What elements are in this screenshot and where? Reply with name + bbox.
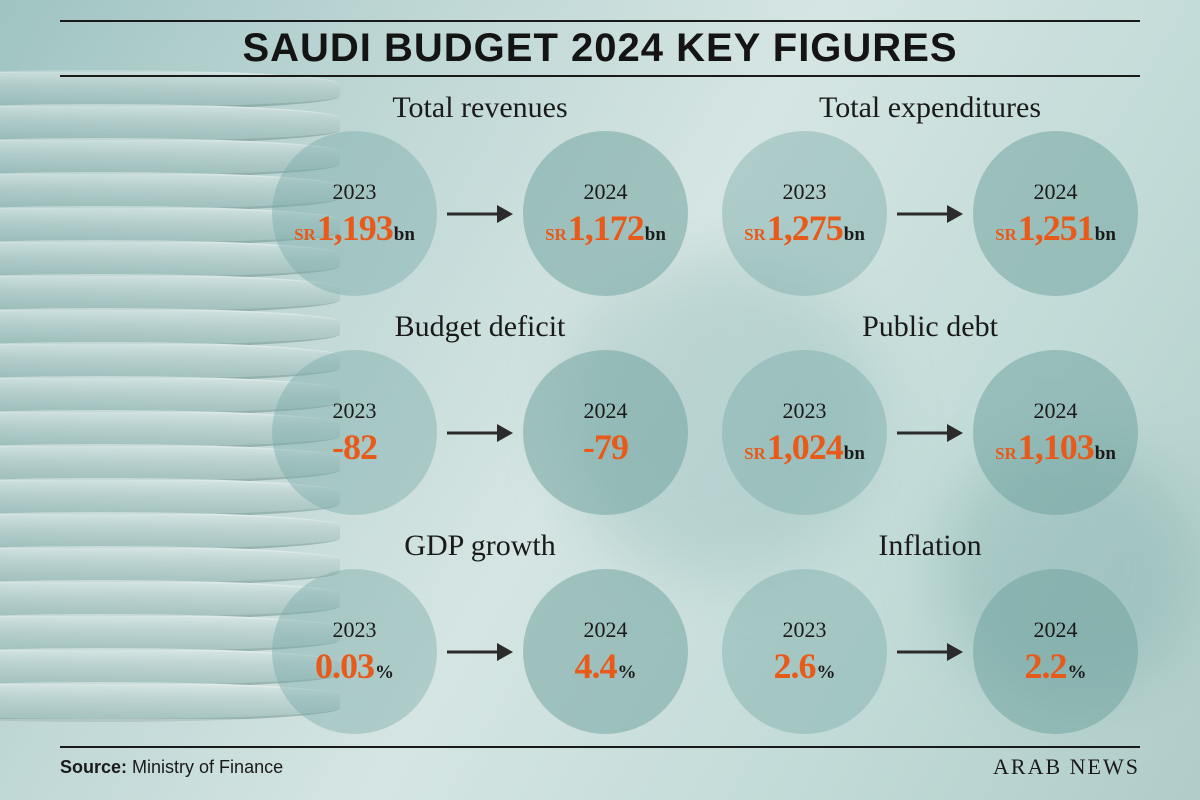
value-bubble: 20244.4% (523, 569, 688, 734)
value-bubble: 2024SR1,172bn (523, 131, 688, 296)
unit-label: bn (844, 443, 865, 465)
year-label: 2024 (584, 179, 628, 205)
year-label: 2023 (783, 398, 827, 424)
year-label: 2023 (333, 617, 377, 643)
brand-logo: ARAB NEWS (993, 754, 1140, 780)
value-pair: 2023-82 2024-79 (272, 350, 688, 515)
metric-value: 2.6 (774, 645, 816, 687)
arrow-icon (897, 207, 963, 221)
year-label: 2023 (783, 617, 827, 643)
value-pair: 2023SR1,024bn2024SR1,103bn (722, 350, 1138, 515)
year-label: 2023 (333, 179, 377, 205)
arrow-icon (447, 645, 513, 659)
metric-value: 1,193 (317, 207, 393, 249)
metric-value: 1,251 (1018, 207, 1094, 249)
metric-title: Public debt (862, 310, 998, 344)
page-title: SAUDI BUDGET 2024 KEY FIGURES (60, 26, 1140, 71)
metric-title: Total revenues (392, 91, 567, 125)
year-label: 2024 (1034, 179, 1078, 205)
value-bubble: 2023SR1,275bn (722, 131, 887, 296)
value-bubble: 2023SR1,193bn (272, 131, 437, 296)
metric-value: 1,103 (1018, 426, 1094, 468)
metric-value: 1,275 (767, 207, 843, 249)
metric-title: GDP growth (404, 529, 555, 563)
value-line: SR1,172bn (545, 207, 666, 249)
value-bubble: 2023SR1,024bn (722, 350, 887, 515)
value-line: SR1,024bn (744, 426, 865, 468)
unit-label: bn (844, 224, 865, 246)
currency-label: SR (995, 444, 1017, 464)
value-line: SR1,275bn (744, 207, 865, 249)
metric-panel: GDP growth20230.03%20244.4% (270, 529, 690, 738)
value-pair: 20232.6%20242.2% (722, 569, 1138, 734)
value-bubble: 20242.2% (973, 569, 1138, 734)
metric-value: 0.03 (315, 645, 374, 687)
metric-panel: Total revenues2023SR1,193bn2024SR1,172bn (270, 91, 690, 300)
unit-label: % (817, 662, 836, 684)
currency-label: SR (744, 225, 766, 245)
value-line: SR1,193bn (294, 207, 415, 249)
arrow-icon (897, 426, 963, 440)
value-line: 0.03% (315, 645, 394, 687)
year-label: 2023 (333, 398, 377, 424)
metric-value: 4.4 (575, 645, 617, 687)
source-line: Source: Ministry of Finance (60, 757, 283, 778)
arrow-icon (897, 645, 963, 659)
value-line: 4.4% (575, 645, 637, 687)
metric-value: 1,172 (568, 207, 644, 249)
value-line: -82 (332, 426, 377, 468)
value-pair: 20230.03%20244.4% (272, 569, 688, 734)
currency-label: SR (744, 444, 766, 464)
metric-title: Total expenditures (819, 91, 1041, 125)
unit-label: % (618, 662, 637, 684)
unit-label: % (1068, 662, 1087, 684)
metric-panel: Budget deficit 2023-82 2024-79 (270, 310, 690, 519)
metric-panel: Total expenditures2023SR1,275bn2024SR1,2… (720, 91, 1140, 300)
value-line: 2.2% (1025, 645, 1087, 687)
year-label: 2023 (783, 179, 827, 205)
metric-panel: Inflation20232.6%20242.2% (720, 529, 1140, 738)
metrics-grid: Total revenues2023SR1,193bn2024SR1,172bn… (60, 91, 1140, 738)
value-pair: 2023SR1,275bn2024SR1,251bn (722, 131, 1138, 296)
value-bubble: 2024SR1,251bn (973, 131, 1138, 296)
value-bubble: 2024-79 (523, 350, 688, 515)
arrow-icon (447, 426, 513, 440)
metric-value: 1,024 (767, 426, 843, 468)
currency-label: SR (294, 225, 316, 245)
title-bar: SAUDI BUDGET 2024 KEY FIGURES (60, 20, 1140, 77)
metric-panel: Public debt2023SR1,024bn2024SR1,103bn (720, 310, 1140, 519)
value-line: SR1,103bn (995, 426, 1116, 468)
source-value: Ministry of Finance (132, 757, 283, 777)
value-bubble: 20230.03% (272, 569, 437, 734)
metric-value: 2.2 (1025, 645, 1067, 687)
metric-value: -79 (583, 426, 628, 468)
value-bubble: 20232.6% (722, 569, 887, 734)
arrow-icon (447, 207, 513, 221)
metric-title: Inflation (878, 529, 981, 563)
value-bubble: 2023-82 (272, 350, 437, 515)
value-line: SR1,251bn (995, 207, 1116, 249)
currency-label: SR (995, 225, 1017, 245)
year-label: 2024 (584, 398, 628, 424)
unit-label: bn (1095, 443, 1116, 465)
footer: Source: Ministry of Finance ARAB NEWS (60, 746, 1140, 780)
value-bubble: 2024SR1,103bn (973, 350, 1138, 515)
unit-label: bn (394, 224, 415, 246)
source-label: Source: (60, 757, 127, 777)
unit-label: % (375, 662, 394, 684)
value-pair: 2023SR1,193bn2024SR1,172bn (272, 131, 688, 296)
unit-label: bn (1095, 224, 1116, 246)
year-label: 2024 (584, 617, 628, 643)
currency-label: SR (545, 225, 567, 245)
year-label: 2024 (1034, 617, 1078, 643)
content-area: SAUDI BUDGET 2024 KEY FIGURES Total reve… (0, 0, 1200, 800)
value-line: -79 (583, 426, 628, 468)
metric-title: Budget deficit (395, 310, 566, 344)
year-label: 2024 (1034, 398, 1078, 424)
metric-value: -82 (332, 426, 377, 468)
unit-label: bn (645, 224, 666, 246)
value-line: 2.6% (774, 645, 836, 687)
